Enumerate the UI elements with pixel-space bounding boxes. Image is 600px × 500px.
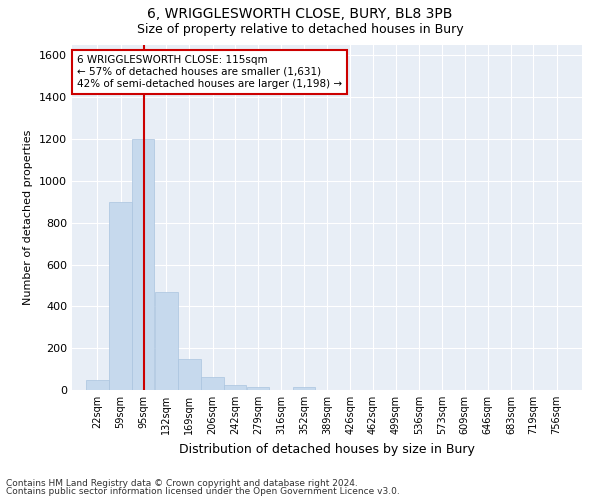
Text: 6 WRIGGLESWORTH CLOSE: 115sqm
← 57% of detached houses are smaller (1,631)
42% o: 6 WRIGGLESWORTH CLOSE: 115sqm ← 57% of d… <box>77 56 342 88</box>
Text: Contains HM Land Registry data © Crown copyright and database right 2024.: Contains HM Land Registry data © Crown c… <box>6 478 358 488</box>
Bar <box>155 292 178 390</box>
Bar <box>178 358 200 390</box>
Y-axis label: Number of detached properties: Number of detached properties <box>23 130 34 305</box>
Bar <box>86 380 109 390</box>
Text: 6, WRIGGLESWORTH CLOSE, BURY, BL8 3PB: 6, WRIGGLESWORTH CLOSE, BURY, BL8 3PB <box>148 8 452 22</box>
Bar <box>247 387 269 390</box>
Bar <box>224 385 247 390</box>
Bar <box>132 139 154 390</box>
X-axis label: Distribution of detached houses by size in Bury: Distribution of detached houses by size … <box>179 442 475 456</box>
Text: Size of property relative to detached houses in Bury: Size of property relative to detached ho… <box>137 22 463 36</box>
Bar <box>201 378 224 390</box>
Bar <box>109 202 132 390</box>
Bar <box>293 387 315 390</box>
Text: Contains public sector information licensed under the Open Government Licence v3: Contains public sector information licen… <box>6 487 400 496</box>
